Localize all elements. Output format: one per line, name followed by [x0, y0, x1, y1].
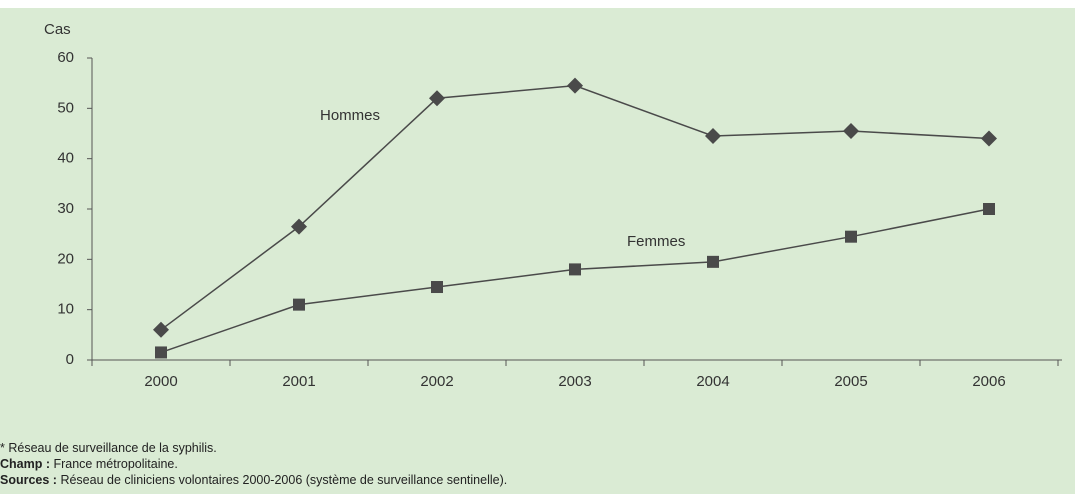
- marker: [707, 255, 719, 268]
- footnote-text: France métropolitaine.: [53, 457, 178, 471]
- y-tick-label: 30: [57, 200, 74, 217]
- x-tick-label: 2005: [834, 373, 867, 390]
- marker: [845, 230, 857, 243]
- marker: [431, 281, 443, 294]
- marker: [705, 128, 721, 145]
- marker: [291, 218, 307, 235]
- footnote-text: * Réseau de surveillance de la syphilis.: [0, 441, 217, 455]
- series-line: [160, 208, 990, 354]
- marker: [429, 90, 445, 107]
- footnote-label: Sources :: [0, 473, 57, 487]
- y-tick-label: 40: [57, 150, 74, 167]
- x-tick-label: 2003: [558, 373, 591, 390]
- y-tick-label: 50: [57, 99, 74, 116]
- marker: [567, 77, 583, 94]
- footnote: Sources : Réseau de cliniciens volontair…: [0, 472, 507, 488]
- marker: [981, 130, 997, 147]
- marker: [843, 122, 859, 139]
- marker: [153, 321, 169, 338]
- x-tick-label: 2004: [696, 373, 729, 390]
- footnote-label: Champ :: [0, 457, 50, 471]
- marker: [293, 298, 305, 311]
- footnote: * Réseau de surveillance de la syphilis.: [0, 440, 507, 456]
- footnotes: * Réseau de surveillance de la syphilis.…: [0, 440, 507, 488]
- x-tick-label: 2000: [144, 373, 177, 390]
- marker: [569, 263, 581, 276]
- footnote: Champ : France métropolitaine.: [0, 456, 507, 472]
- series-label: Hommes: [320, 107, 380, 124]
- marker: [983, 203, 995, 215]
- series-label: Femmes: [627, 233, 685, 250]
- chart-panel: Cas Hommes Femmes 0 10 20 30 40 50 60 2000 2001 2…: [0, 8, 1075, 494]
- y-tick-label: 0: [66, 351, 74, 368]
- y-tick-label: 20: [57, 250, 74, 267]
- marker: [155, 346, 167, 359]
- footnote-text: Réseau de cliniciens volontaires 2000-20…: [60, 473, 508, 487]
- x-tick-label: 2002: [420, 373, 453, 390]
- x-tick-label: 2006: [972, 373, 1005, 390]
- series-line: [160, 84, 990, 331]
- y-tick-label: 10: [57, 301, 74, 318]
- y-tick-label: 60: [57, 49, 74, 66]
- x-tick-label: 2001: [282, 373, 315, 390]
- y-axis-label: Cas: [44, 21, 71, 38]
- chart: Cas Hommes Femmes 0 10 20 30 40 50 60 2000 2001 2…: [44, 21, 1062, 390]
